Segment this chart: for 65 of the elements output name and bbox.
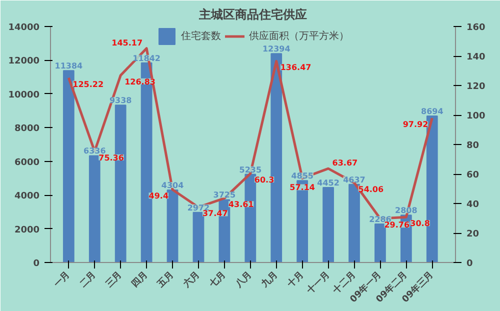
y2-tick-label: 140 (466, 52, 486, 62)
data-label: 75.36 (98, 153, 124, 162)
data-label: 43.61 (228, 200, 254, 210)
bar (166, 189, 178, 262)
data-label: 3725 (213, 190, 236, 200)
y2-tick-label: 100 (466, 112, 486, 122)
data-label: 60.3 (254, 176, 274, 185)
data-label: 11842 (132, 54, 160, 63)
y-tick-label: 2000 (14, 225, 40, 236)
data-label: 49.4 (148, 192, 169, 201)
y2-tick-label: 160 (466, 23, 486, 33)
x-tick-label: 十月 (284, 269, 306, 290)
x-tick-label: 四月 (130, 269, 150, 290)
data-label: 136.47 (280, 63, 312, 72)
data-label: 30.8 (410, 219, 430, 228)
chart-title: 主城区商品住宅供应 (198, 8, 307, 22)
bar (88, 155, 100, 262)
data-label: 9338 (109, 96, 132, 106)
data-label: 63.67 (332, 158, 358, 168)
data-label: 4637 (343, 175, 366, 184)
y-tick-label: 8000 (14, 124, 40, 134)
legend-label: 住宅套数 (181, 30, 221, 43)
x-tick-label: 五月 (154, 269, 176, 290)
x-tick-label: 一月 (52, 269, 72, 290)
data-label: 54.06 (358, 184, 384, 194)
y2-tick-label: 80 (466, 141, 480, 151)
y-tick-label: 10000 (8, 90, 40, 100)
bar (192, 212, 204, 262)
x-tick-label: 六月 (180, 269, 202, 290)
data-label: 29.76 (384, 220, 410, 230)
x-tick-label: 九月 (258, 269, 280, 290)
y-tick-label: 0 (33, 259, 40, 269)
y-tick-label: 14000 (8, 23, 40, 33)
x-tick-label: 三月 (104, 269, 124, 290)
data-label: 6336 (84, 146, 106, 156)
y-tick-label: 6000 (14, 158, 40, 168)
data-label: 11384 (54, 62, 84, 71)
x-tick-label: 七月 (206, 269, 228, 290)
data-label: 145.17 (112, 38, 143, 48)
data-label: 8694 (421, 106, 444, 116)
data-label: 4452 (317, 178, 340, 188)
bar (62, 70, 74, 262)
y-tick-label: 12000 (8, 56, 40, 67)
y2-tick-label: 20 (466, 230, 480, 240)
data-label: 57.14 (290, 183, 316, 192)
legend-label: 供应面积（万平方米） (249, 30, 349, 43)
x-tick-label: 二月 (78, 269, 98, 290)
data-label: 2808 (395, 206, 418, 216)
x-tick-label: 八月 (232, 269, 254, 290)
y-tick-label: 4000 (14, 192, 40, 202)
x-tick-label: 十一月 (304, 269, 332, 297)
data-label: 4304 (161, 180, 184, 190)
y2-tick-label: 0 (466, 259, 473, 269)
data-label: 126.83 (124, 77, 156, 86)
data-label: 12394 (262, 44, 291, 54)
data-label: 5235 (239, 165, 262, 174)
bar (374, 223, 386, 262)
y2-tick-label: 60 (466, 170, 480, 180)
data-label: 97.92 (402, 120, 428, 130)
y2-tick-label: 40 (466, 200, 480, 210)
data-label: 37.47 (202, 209, 228, 218)
data-label: 125.22 (72, 80, 104, 89)
bar (322, 186, 334, 262)
y2-tick-label: 120 (466, 82, 486, 92)
data-label: 4855 (291, 172, 314, 181)
